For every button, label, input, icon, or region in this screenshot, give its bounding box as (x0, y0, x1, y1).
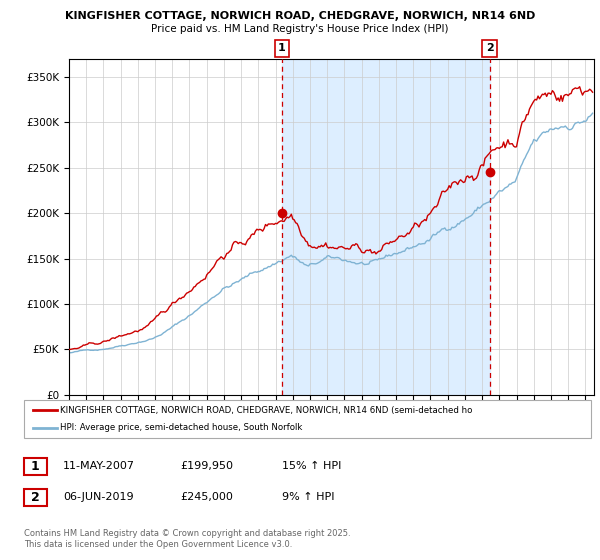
Text: KINGFISHER COTTAGE, NORWICH ROAD, CHEDGRAVE, NORWICH, NR14 6ND (semi-detached ho: KINGFISHER COTTAGE, NORWICH ROAD, CHEDGR… (60, 405, 472, 414)
Text: 1: 1 (31, 460, 40, 473)
Text: £245,000: £245,000 (180, 492, 233, 502)
Text: KINGFISHER COTTAGE, NORWICH ROAD, CHEDGRAVE, NORWICH, NR14 6ND: KINGFISHER COTTAGE, NORWICH ROAD, CHEDGR… (65, 11, 535, 21)
Text: HPI: Average price, semi-detached house, South Norfolk: HPI: Average price, semi-detached house,… (60, 423, 302, 432)
Bar (282, 59, 490, 395)
Text: 11-MAY-2007: 11-MAY-2007 (63, 461, 135, 472)
Text: £199,950: £199,950 (180, 461, 233, 472)
Text: 2: 2 (31, 491, 40, 504)
Text: 1: 1 (278, 43, 286, 53)
Text: 9% ↑ HPI: 9% ↑ HPI (282, 492, 335, 502)
Text: 15% ↑ HPI: 15% ↑ HPI (282, 461, 341, 472)
Text: 06-JUN-2019: 06-JUN-2019 (63, 492, 134, 502)
Text: Price paid vs. HM Land Registry's House Price Index (HPI): Price paid vs. HM Land Registry's House … (151, 24, 449, 34)
Text: Contains HM Land Registry data © Crown copyright and database right 2025.
This d: Contains HM Land Registry data © Crown c… (24, 529, 350, 549)
Text: 2: 2 (485, 43, 493, 53)
